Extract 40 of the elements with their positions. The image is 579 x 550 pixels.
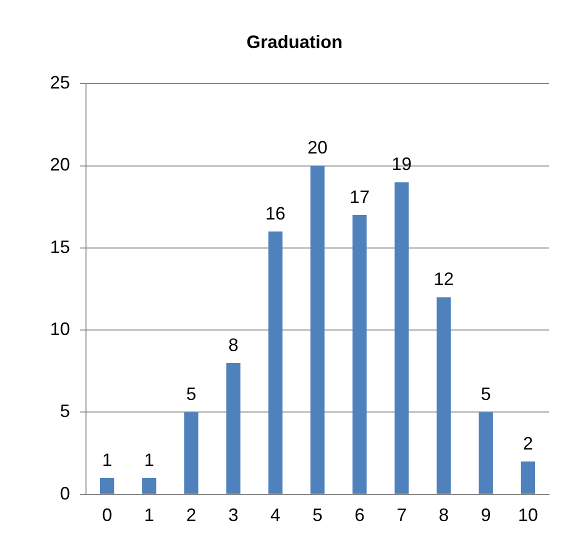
data-label: 5 [480,384,491,404]
x-tick-label: 0 [102,505,112,526]
x-tick-label: 3 [228,505,238,526]
data-label: 16 [265,203,286,224]
bar [394,182,409,494]
x-tick-label: 7 [396,505,407,526]
y-tick-label: 0 [60,483,70,504]
bar [478,412,493,494]
x-tick-label: 6 [354,505,365,526]
x-tick-label: 4 [270,505,280,526]
data-label: 2 [522,434,533,454]
y-tick-label: 5 [60,401,70,422]
x-tick-label: 5 [312,505,323,526]
data-label: 8 [228,334,238,355]
bar [226,362,240,494]
y-tick-label: 20 [50,154,70,175]
bar [100,478,114,494]
data-label: 12 [434,269,454,290]
bar [184,412,198,494]
x-tick-label: 10 [518,505,538,526]
data-label: 1 [102,450,112,470]
data-label: 1 [144,450,154,470]
y-tick-label: 25 [50,72,70,93]
data-label: 19 [392,154,412,174]
x-tick-label: 1 [144,505,154,526]
bar [310,166,325,494]
x-tick-label: 9 [480,505,491,526]
bar [436,297,451,494]
data-label: 5 [186,384,196,404]
bar [352,215,367,494]
x-tick-label: 2 [186,505,196,526]
data-label: 17 [350,187,370,208]
y-tick-label: 10 [50,319,70,340]
bar [142,478,156,494]
data-label: 20 [307,138,328,158]
bar [268,231,282,494]
y-tick-label: 15 [50,236,70,257]
bar [520,462,536,494]
chart-title: Graduation [246,32,343,52]
x-tick-label: 8 [438,505,449,526]
